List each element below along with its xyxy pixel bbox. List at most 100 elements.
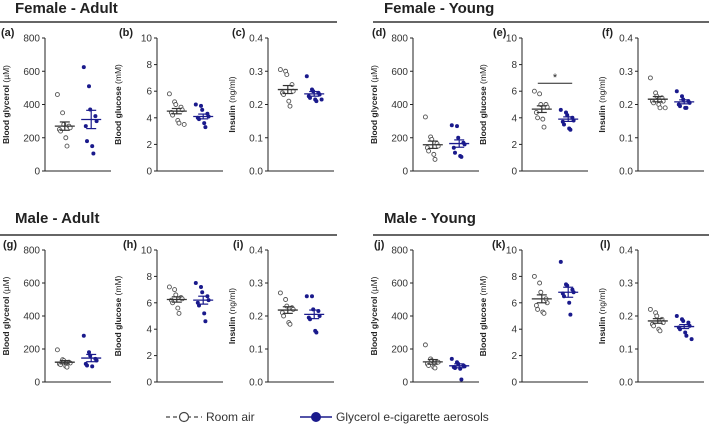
panel-label: (e) [493, 27, 507, 39]
data-point-glycerol [199, 103, 203, 108]
y-tick-label: 10 [506, 34, 518, 45]
y-axis-label-unit: (mM) [113, 275, 123, 295]
y-tick-label: 0.4 [619, 34, 633, 45]
legend-label-room-air: Room air [206, 410, 255, 424]
data-point-room-air [657, 328, 663, 334]
data-point-glycerol [449, 123, 454, 128]
y-axis-label: Insulin (ng/ml) [227, 288, 237, 344]
panel-label: (h) [123, 239, 137, 251]
data-point-room-air [290, 306, 296, 312]
panel-label: (l) [600, 239, 611, 251]
y-tick-label: 800 [391, 34, 408, 45]
y-axis-label-unit: (mM) [113, 64, 123, 84]
data-point-room-air [176, 120, 182, 126]
data-point-room-air [540, 116, 546, 122]
data-point-glycerol [681, 318, 686, 323]
data-point-glycerol [678, 104, 682, 109]
y-tick-label: 400 [391, 100, 408, 111]
data-point-glycerol [558, 259, 563, 264]
y-axis-label-unit: (µM) [1, 65, 11, 83]
y-tick-label: 0.4 [249, 246, 263, 257]
y-tick-label: 0.0 [619, 167, 633, 178]
data-point-room-air [286, 98, 292, 104]
y-tick-label: 0.2 [619, 312, 633, 323]
data-point-glycerol [674, 314, 679, 318]
data-point-room-air [54, 347, 60, 353]
y-tick-label: 200 [23, 345, 40, 356]
data-point-glycerol [94, 119, 99, 124]
panel-label: (c) [232, 27, 246, 39]
section-title-female-young: Female - Young [384, 0, 495, 17]
data-point-glycerol [319, 97, 324, 102]
data-point-glycerol [314, 99, 319, 104]
data-point-room-air [662, 105, 668, 111]
data-point-room-air [647, 306, 653, 312]
data-point-glycerol [684, 105, 689, 110]
y-tick-label: 4 [511, 325, 517, 336]
section-divider [373, 234, 709, 236]
y-axis-label-name: Insulin [227, 103, 237, 133]
y-tick-label: 400 [391, 312, 408, 323]
y-tick-label: 10 [506, 246, 518, 257]
y-axis-label-unit: (ng/ml) [597, 288, 607, 315]
panel-b: (b) 0 2 4 6 8 10 Blood glucose (mM) [113, 27, 223, 178]
data-point-glycerol [456, 135, 461, 140]
data-point-glycerol [689, 337, 694, 342]
y-tick-label: 4 [511, 113, 517, 124]
y-tick-label: 200 [23, 133, 40, 144]
data-point-room-air [657, 105, 663, 111]
y-tick-label: 0.2 [249, 312, 263, 323]
data-point-glycerol [680, 94, 684, 99]
y-tick-label: 0.4 [249, 34, 263, 45]
data-point-room-air [535, 306, 541, 312]
y-axis-label-unit: (µM) [369, 65, 379, 83]
data-point-glycerol [308, 95, 312, 100]
data-point-room-air [533, 302, 539, 308]
y-tick-label: 0 [146, 167, 152, 178]
panel-c: (c) 0.0 0.1 0.2 0.3 0.4 Insulin (ng/ml) [227, 27, 334, 178]
data-point-room-air [54, 92, 60, 97]
panel-d: (d) 0 200 400 600 800 Blood glycerol (µM) [369, 27, 479, 178]
panel-label: (i) [233, 239, 244, 251]
data-point-glycerol [202, 121, 207, 126]
y-axis-label-name: Blood glycerol [369, 83, 379, 144]
section-title-male-young: Male - Young [384, 210, 476, 227]
legend-label-glycerol: Glycerol e-cigarette aerosols [336, 410, 489, 424]
section-divider [0, 21, 337, 23]
data-point-glycerol [81, 65, 86, 70]
y-tick-label: 200 [391, 345, 408, 356]
y-tick-label: 0.1 [249, 345, 263, 356]
y-tick-label: 0 [511, 378, 517, 389]
y-axis-label: Blood glucose (mM) [113, 275, 123, 356]
y-tick-label: 0.3 [619, 67, 633, 78]
panel-label: (b) [119, 27, 133, 39]
y-tick-label: 0.3 [619, 279, 633, 290]
section-divider [373, 21, 709, 23]
y-tick-label: 600 [23, 279, 40, 290]
y-tick-label: 8 [146, 60, 152, 71]
y-tick-label: 0.0 [249, 167, 263, 178]
panel-label: (g) [3, 239, 17, 251]
data-point-room-air [654, 313, 660, 319]
data-point-room-air [651, 323, 657, 329]
data-point-room-air [60, 110, 66, 116]
data-point-room-air [281, 313, 287, 319]
y-tick-label: 0.2 [619, 100, 633, 111]
data-point-room-air [541, 124, 547, 130]
data-point-room-air [175, 305, 181, 311]
panel-l: (l) 0.0 0.1 0.2 0.3 0.4 Insulin (ng/ml) [597, 239, 704, 389]
y-tick-label: 0.3 [249, 67, 263, 78]
data-point-glycerol [453, 150, 457, 155]
data-point-room-air [432, 156, 438, 162]
data-point-room-air [647, 75, 653, 81]
y-tick-label: 4 [146, 113, 152, 124]
y-axis-label-name: Insulin [227, 314, 237, 344]
y-tick-label: 2 [511, 140, 517, 151]
panel-label: (f) [602, 27, 613, 39]
data-point-glycerol [203, 319, 208, 324]
y-tick-label: 400 [23, 100, 40, 111]
data-point-room-air [287, 103, 293, 109]
data-point-glycerol [200, 107, 205, 112]
data-point-glycerol [193, 281, 198, 285]
y-axis-label-name: Blood glucose [113, 295, 123, 356]
